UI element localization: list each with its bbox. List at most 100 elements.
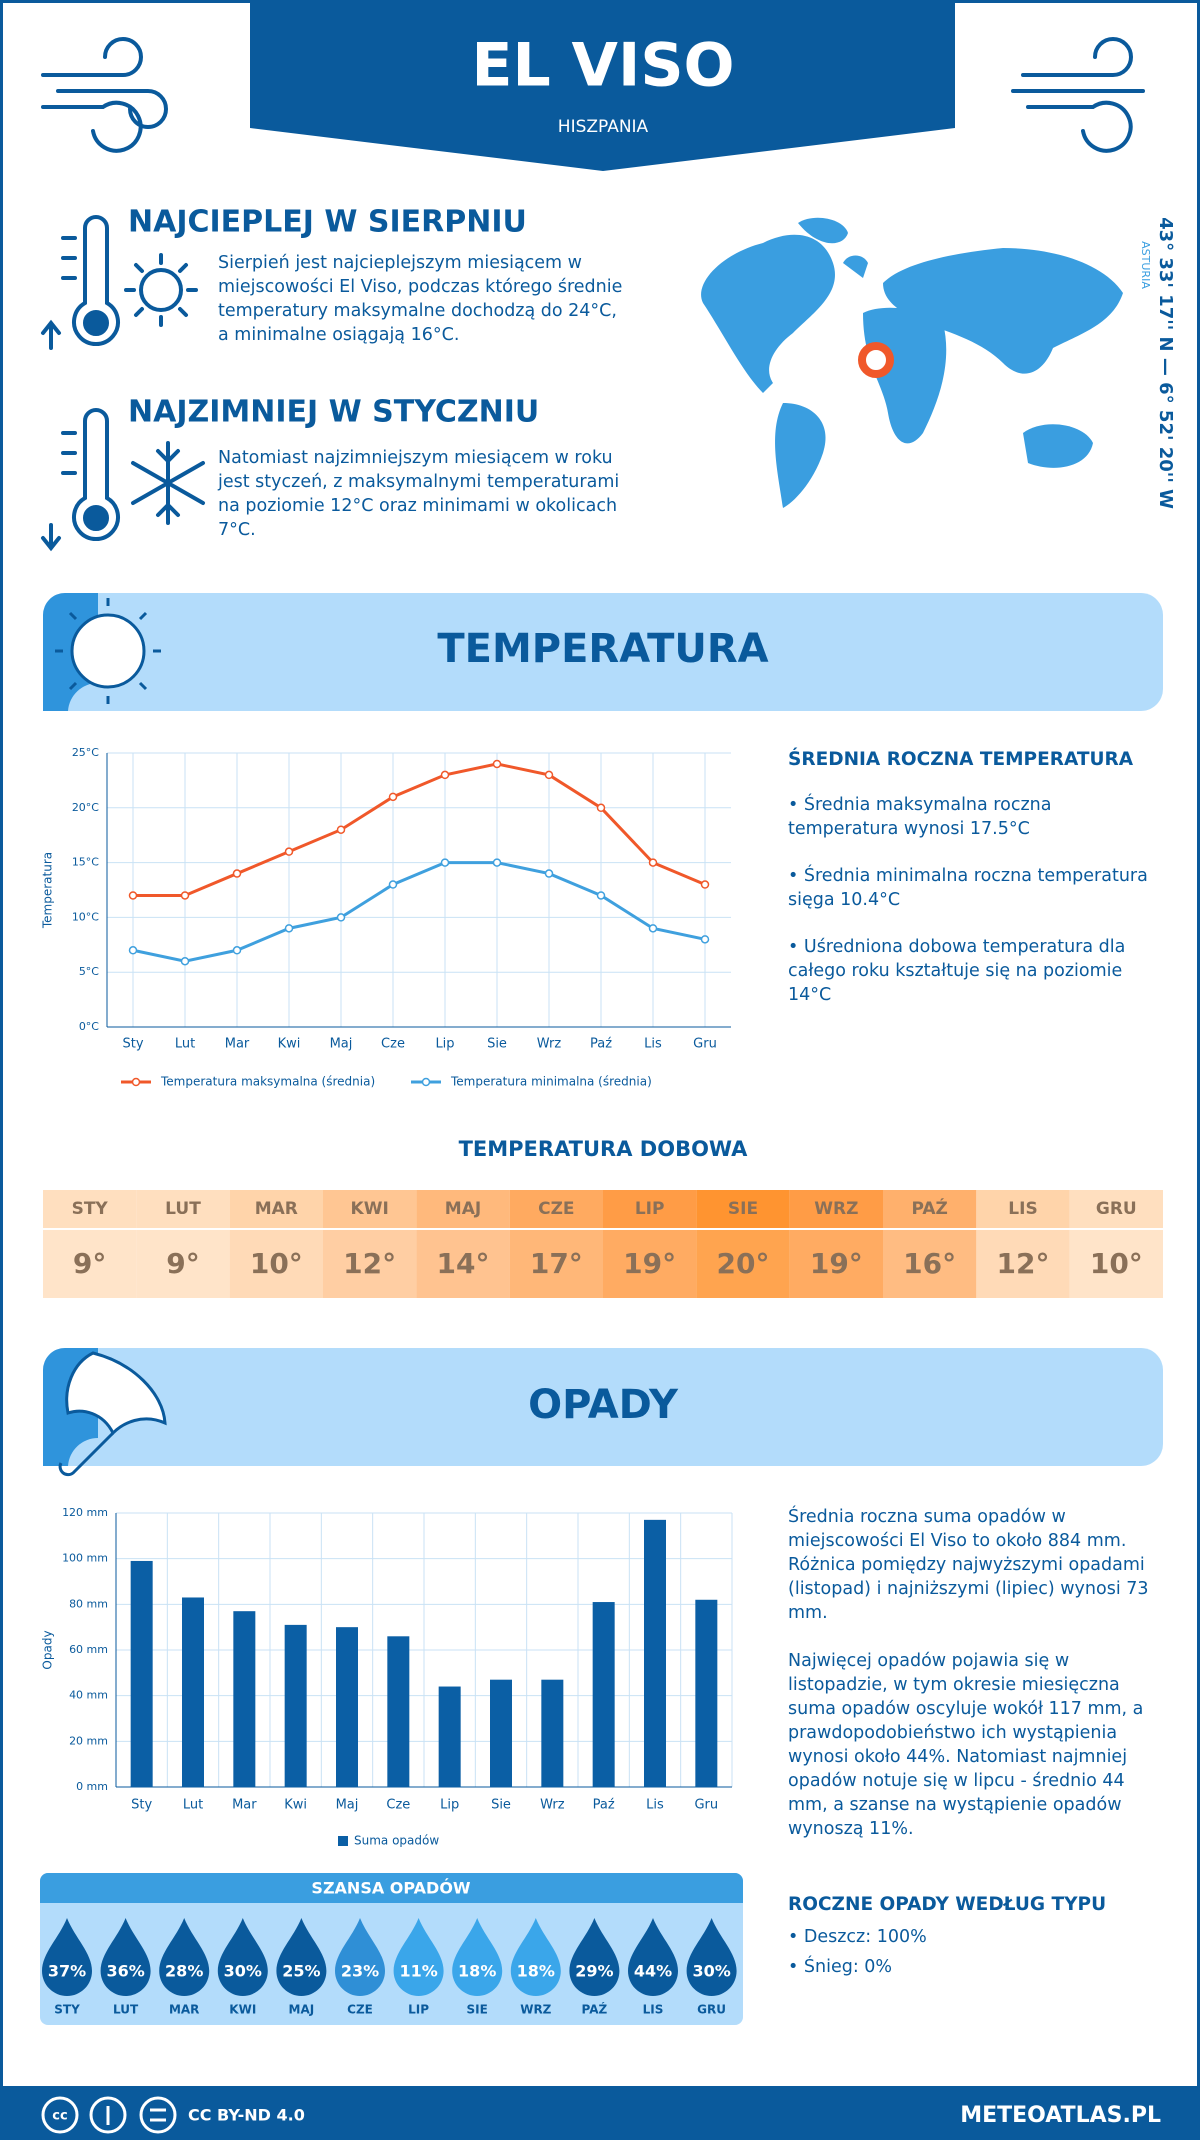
y-tick-label: 120 mm: [62, 1506, 108, 1519]
y-tick-label: 40 mm: [69, 1689, 108, 1702]
cc-icon: cc: [52, 2109, 67, 2124]
point: [596, 891, 606, 900]
table-value-cell: [509, 1230, 603, 1298]
type-item: • Deszcz: 100%: [788, 1927, 927, 1947]
rain-chance-value: 25%: [282, 1962, 320, 1981]
table-value-cell: [229, 1230, 323, 1298]
point: [440, 770, 450, 780]
table-value: 17°: [530, 1247, 583, 1280]
hottest-title: NAJCIEPLEJ W SIERPNIU: [128, 205, 527, 240]
bar: [387, 1636, 410, 1787]
rain-drop: [393, 1918, 444, 1996]
coldest-title: NAJZIMNIEJ W STYCZNIU: [128, 395, 539, 430]
table-value-cell: [976, 1230, 1070, 1298]
rain-chance-value: 36%: [106, 1962, 144, 1981]
table-header-cell: [696, 1190, 790, 1228]
section-banner: [43, 593, 1163, 711]
precip-text: Średnia roczna suma opadów w miejscowośc…: [788, 1507, 1149, 1623]
x-tick-label: Lis: [644, 1037, 662, 1052]
bar: [233, 1611, 256, 1787]
rain-chance-month: LIP: [408, 2003, 429, 2017]
header-banner: [250, 3, 955, 171]
table-header-cell: [323, 1190, 417, 1228]
section-banner: [43, 1348, 1163, 1466]
rain-drop: [628, 1918, 678, 1996]
section-title: OPADY: [528, 1382, 679, 1428]
rain-chance-month: MAJ: [289, 2003, 315, 2017]
table-month: WRZ: [814, 1199, 858, 1219]
rain-drop: [452, 1918, 503, 1996]
license: CC BY-ND 4.0: [188, 2106, 305, 2125]
x-tick-label: Lut: [183, 1798, 203, 1813]
table-header-cell: [136, 1190, 230, 1228]
table-month: KWI: [351, 1199, 389, 1219]
table-month: MAR: [255, 1199, 298, 1219]
table-month: MAJ: [445, 1199, 481, 1219]
table-value-cell: [43, 1230, 137, 1298]
rain-drop: [42, 1918, 92, 1996]
point: [388, 880, 398, 889]
table-value-cell: [323, 1230, 417, 1298]
bar: [182, 1597, 204, 1787]
y-tick-label: 15°C: [72, 856, 99, 869]
stat-item: • Uśredniona dobowa temperatura dla całe…: [788, 937, 1126, 1005]
x-tick-label: Lip: [440, 1798, 459, 1813]
x-tick-label: Sie: [487, 1037, 507, 1052]
region: ASTURIA: [1139, 241, 1152, 289]
rain-chance-month: SIE: [467, 2003, 488, 2017]
y-tick-label: 60 mm: [69, 1643, 108, 1656]
table-month: LIP: [635, 1199, 665, 1219]
precip-text: Najwięcej opadów pojawia się w listopadz…: [788, 1651, 1144, 1839]
point: [232, 946, 242, 955]
bar: [284, 1624, 307, 1787]
bar: [490, 1679, 512, 1787]
y-tick-label: 25°C: [72, 746, 99, 759]
x-tick-label: Gru: [694, 1798, 718, 1813]
y-tick-label: 5°C: [79, 965, 99, 978]
rain-chance-value: 18%: [517, 1962, 555, 1981]
table-value: 14°: [437, 1247, 490, 1280]
x-tick-label: Kwi: [278, 1037, 301, 1052]
rain-chance-month: LIS: [643, 2003, 664, 2017]
y-tick-label: 0 mm: [76, 1780, 108, 1793]
legend-label: Temperatura minimalna (średnia): [450, 1075, 652, 1089]
point: [180, 956, 190, 966]
page-title: EL VISO: [471, 31, 734, 101]
rain-drop: [569, 1918, 620, 1996]
x-tick-label: Gru: [693, 1037, 717, 1052]
table-value: 9°: [73, 1247, 106, 1280]
sun-icon: [55, 598, 161, 704]
legend-marker: [131, 1077, 141, 1087]
point: [336, 913, 346, 922]
location-marker: [858, 342, 894, 378]
point: [180, 891, 190, 900]
table-month: GRU: [1096, 1199, 1137, 1219]
point: [544, 869, 554, 878]
table-value: 19°: [810, 1247, 863, 1280]
legend-label: Temperatura maksymalna (średnia): [160, 1075, 375, 1089]
y-tick-label: 20 mm: [69, 1734, 108, 1747]
footer-bar: [3, 2086, 1197, 2140]
point: [700, 880, 710, 889]
license-icons: [41, 2096, 177, 2134]
x-tick-label: Paź: [590, 1037, 612, 1052]
point: [648, 858, 658, 867]
table-month: CZE: [538, 1199, 574, 1219]
x-tick-label: Wrz: [537, 1037, 562, 1052]
x-tick-label: Sty: [131, 1798, 152, 1813]
rain-drop: [217, 1918, 268, 1996]
rain-chance-value: 30%: [692, 1962, 730, 1981]
canvas: EL VISO HISZPANIA NAJCIEPLEJ W SIERPNIU …: [3, 3, 1197, 2140]
bar: [695, 1599, 718, 1787]
legend-label: Suma opadów: [354, 1834, 439, 1848]
point: [388, 792, 398, 802]
coordinates: 43° 33' 17'' N — 6° 52' 20'' W: [1155, 217, 1176, 509]
wind-icon: [41, 37, 1145, 153]
bar: [541, 1679, 564, 1787]
x-tick-label: Mar: [225, 1037, 250, 1052]
type-item: • Śnieg: 0%: [788, 1957, 893, 1977]
point: [128, 891, 138, 900]
table-value: 12°: [997, 1247, 1050, 1280]
x-tick-label: Cze: [381, 1037, 405, 1052]
bar: [336, 1627, 358, 1787]
